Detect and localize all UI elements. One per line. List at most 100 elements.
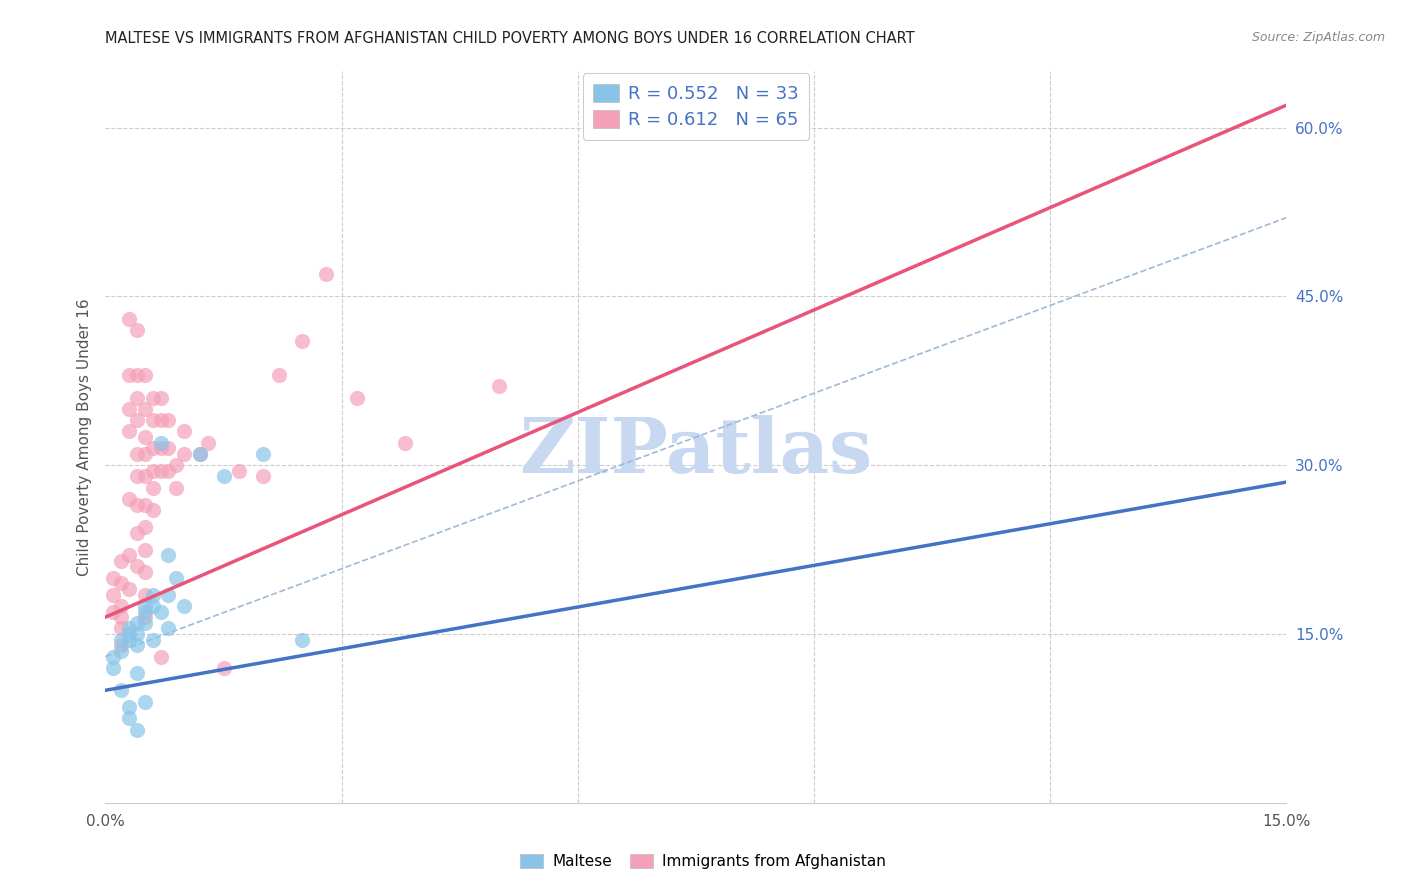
Point	[134, 469, 156, 483]
Point	[212, 469, 235, 483]
Point	[142, 391, 165, 405]
Point	[110, 621, 132, 635]
Point	[125, 498, 148, 512]
Point	[118, 582, 141, 596]
Y-axis label: Child Poverty Among Boys Under 16: Child Poverty Among Boys Under 16	[76, 298, 91, 576]
Point	[157, 548, 180, 562]
Point	[125, 525, 148, 540]
Point	[125, 723, 148, 737]
Point	[142, 588, 165, 602]
Point	[134, 520, 156, 534]
Point	[118, 491, 141, 506]
Point	[346, 391, 368, 405]
Point	[488, 379, 510, 393]
Text: MALTESE VS IMMIGRANTS FROM AFGHANISTAN CHILD POVERTY AMONG BOYS UNDER 16 CORRELA: MALTESE VS IMMIGRANTS FROM AFGHANISTAN C…	[105, 31, 915, 46]
Point	[103, 605, 125, 619]
Point	[228, 464, 250, 478]
Point	[125, 627, 148, 641]
Point	[252, 447, 274, 461]
Point	[118, 425, 141, 439]
Point	[149, 605, 172, 619]
Point	[149, 391, 172, 405]
Point	[165, 458, 187, 473]
Point	[118, 632, 141, 647]
Point	[118, 621, 141, 635]
Point	[212, 661, 235, 675]
Point	[110, 644, 132, 658]
Point	[118, 700, 141, 714]
Point	[118, 711, 141, 725]
Point	[142, 599, 165, 613]
Point	[110, 638, 132, 652]
Point	[134, 615, 156, 630]
Point	[125, 368, 148, 383]
Point	[157, 588, 180, 602]
Point	[291, 334, 314, 349]
Point	[142, 632, 165, 647]
Point	[110, 632, 132, 647]
Point	[125, 469, 148, 483]
Text: ZIPatlas: ZIPatlas	[519, 415, 873, 489]
Point	[149, 464, 172, 478]
Point	[188, 447, 211, 461]
Point	[134, 588, 156, 602]
Point	[125, 413, 148, 427]
Point	[157, 442, 180, 456]
Point	[125, 666, 148, 681]
Point	[134, 694, 156, 708]
Point	[267, 368, 290, 383]
Point	[125, 615, 148, 630]
Point	[125, 323, 148, 337]
Point	[149, 442, 172, 456]
Point	[142, 413, 165, 427]
Point	[110, 610, 132, 624]
Point	[157, 464, 180, 478]
Legend: Maltese, Immigrants from Afghanistan: Maltese, Immigrants from Afghanistan	[513, 847, 893, 875]
Point	[165, 481, 187, 495]
Point	[142, 464, 165, 478]
Point	[118, 368, 141, 383]
Legend: R = 0.552   N = 33, R = 0.612   N = 65: R = 0.552 N = 33, R = 0.612 N = 65	[582, 73, 810, 140]
Point	[173, 425, 195, 439]
Point	[103, 588, 125, 602]
Point	[103, 571, 125, 585]
Point	[173, 447, 195, 461]
Point	[110, 599, 132, 613]
Point	[165, 571, 187, 585]
Point	[134, 368, 156, 383]
Point	[103, 661, 125, 675]
Point	[125, 559, 148, 574]
Point	[125, 638, 148, 652]
Point	[149, 649, 172, 664]
Point	[252, 469, 274, 483]
Point	[118, 627, 141, 641]
Point	[103, 649, 125, 664]
Point	[118, 312, 141, 326]
Point	[134, 447, 156, 461]
Text: Source: ZipAtlas.com: Source: ZipAtlas.com	[1251, 31, 1385, 45]
Point	[110, 554, 132, 568]
Point	[149, 435, 172, 450]
Point	[394, 435, 416, 450]
Point	[142, 503, 165, 517]
Point	[157, 621, 180, 635]
Point	[142, 442, 165, 456]
Point	[134, 498, 156, 512]
Point	[110, 683, 132, 698]
Point	[134, 605, 156, 619]
Point	[197, 435, 219, 450]
Point	[188, 447, 211, 461]
Point	[118, 401, 141, 416]
Point	[149, 413, 172, 427]
Point	[291, 632, 314, 647]
Point	[134, 430, 156, 444]
Point	[134, 610, 156, 624]
Point	[118, 548, 141, 562]
Point	[125, 391, 148, 405]
Point	[157, 413, 180, 427]
Point	[134, 542, 156, 557]
Point	[134, 599, 156, 613]
Point	[134, 565, 156, 579]
Point	[173, 599, 195, 613]
Point	[315, 267, 337, 281]
